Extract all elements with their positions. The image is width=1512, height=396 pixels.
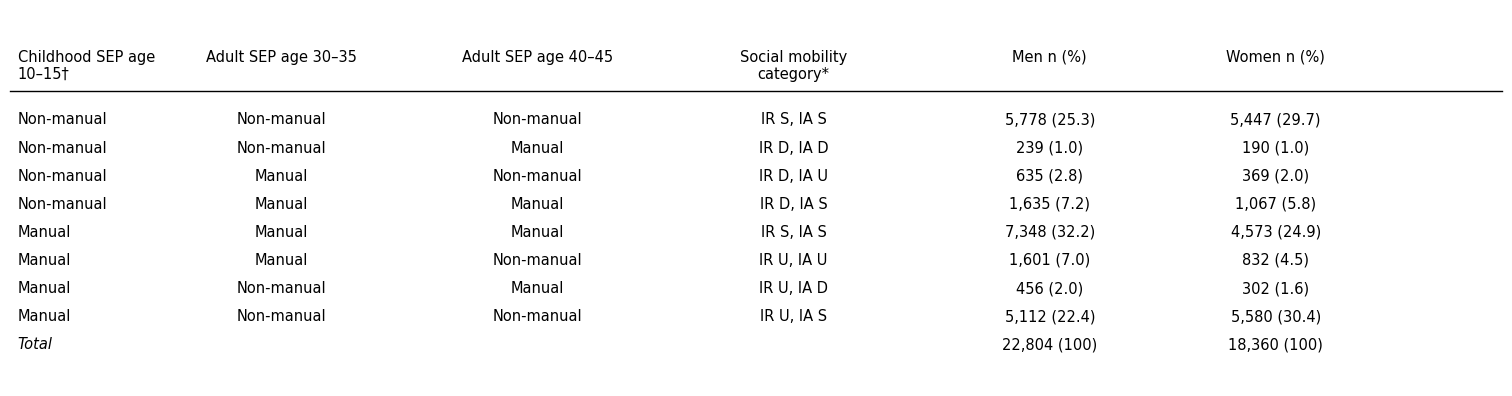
Text: Women n (%): Women n (%) bbox=[1226, 50, 1325, 65]
Text: 1,601 (7.0): 1,601 (7.0) bbox=[1009, 253, 1090, 268]
Text: 5,778 (25.3): 5,778 (25.3) bbox=[1004, 112, 1095, 128]
Text: Manual: Manual bbox=[18, 225, 71, 240]
Text: Manual: Manual bbox=[256, 197, 308, 212]
Text: 7,348 (32.2): 7,348 (32.2) bbox=[1004, 225, 1095, 240]
Text: Non-manual: Non-manual bbox=[18, 169, 107, 184]
Text: 369 (2.0): 369 (2.0) bbox=[1243, 169, 1309, 184]
Text: 4,573 (24.9): 4,573 (24.9) bbox=[1231, 225, 1321, 240]
Text: IR D, IA D: IR D, IA D bbox=[759, 141, 829, 156]
Text: Manual: Manual bbox=[511, 141, 564, 156]
Text: 22,804 (100): 22,804 (100) bbox=[1002, 337, 1098, 352]
Text: Non-manual: Non-manual bbox=[493, 253, 582, 268]
Text: Childhood SEP age
10–15†: Childhood SEP age 10–15† bbox=[18, 50, 156, 82]
Text: Adult SEP age 40–45: Adult SEP age 40–45 bbox=[463, 50, 614, 65]
Text: Manual: Manual bbox=[511, 225, 564, 240]
Text: Manual: Manual bbox=[18, 281, 71, 296]
Text: 1,067 (5.8): 1,067 (5.8) bbox=[1235, 197, 1317, 212]
Text: IR U, IA U: IR U, IA U bbox=[759, 253, 829, 268]
Text: 239 (1.0): 239 (1.0) bbox=[1016, 141, 1083, 156]
Text: Manual: Manual bbox=[18, 253, 71, 268]
Text: Manual: Manual bbox=[256, 225, 308, 240]
Text: IR S, IA S: IR S, IA S bbox=[761, 225, 827, 240]
Text: Non-manual: Non-manual bbox=[493, 112, 582, 128]
Text: IR S, IA S: IR S, IA S bbox=[761, 112, 827, 128]
Text: 302 (1.6): 302 (1.6) bbox=[1243, 281, 1309, 296]
Text: Manual: Manual bbox=[511, 281, 564, 296]
Text: Non-manual: Non-manual bbox=[18, 112, 107, 128]
Text: 5,447 (29.7): 5,447 (29.7) bbox=[1231, 112, 1321, 128]
Text: 190 (1.0): 190 (1.0) bbox=[1241, 141, 1309, 156]
Text: 635 (2.8): 635 (2.8) bbox=[1016, 169, 1083, 184]
Text: Non-manual: Non-manual bbox=[493, 169, 582, 184]
Text: Manual: Manual bbox=[256, 253, 308, 268]
Text: Adult SEP age 30–35: Adult SEP age 30–35 bbox=[206, 50, 357, 65]
Text: Manual: Manual bbox=[18, 309, 71, 324]
Text: Non-manual: Non-manual bbox=[237, 309, 327, 324]
Text: 832 (4.5): 832 (4.5) bbox=[1243, 253, 1309, 268]
Text: 1,635 (7.2): 1,635 (7.2) bbox=[1009, 197, 1090, 212]
Text: IR D, IA U: IR D, IA U bbox=[759, 169, 829, 184]
Text: 456 (2.0): 456 (2.0) bbox=[1016, 281, 1084, 296]
Text: Men n (%): Men n (%) bbox=[1013, 50, 1087, 65]
Text: Non-manual: Non-manual bbox=[493, 309, 582, 324]
Text: 5,112 (22.4): 5,112 (22.4) bbox=[1004, 309, 1095, 324]
Text: IR D, IA S: IR D, IA S bbox=[761, 197, 827, 212]
Text: 18,360 (100): 18,360 (100) bbox=[1228, 337, 1323, 352]
Text: IR U, IA S: IR U, IA S bbox=[761, 309, 827, 324]
Text: Manual: Manual bbox=[511, 197, 564, 212]
Text: Non-manual: Non-manual bbox=[18, 141, 107, 156]
Text: IR U, IA D: IR U, IA D bbox=[759, 281, 829, 296]
Text: 5,580 (30.4): 5,580 (30.4) bbox=[1231, 309, 1321, 324]
Text: Total: Total bbox=[18, 337, 53, 352]
Text: Non-manual: Non-manual bbox=[237, 281, 327, 296]
Text: Non-manual: Non-manual bbox=[18, 197, 107, 212]
Text: Non-manual: Non-manual bbox=[237, 112, 327, 128]
Text: Non-manual: Non-manual bbox=[237, 141, 327, 156]
Text: Social mobility
category*: Social mobility category* bbox=[739, 50, 847, 82]
Text: Manual: Manual bbox=[256, 169, 308, 184]
